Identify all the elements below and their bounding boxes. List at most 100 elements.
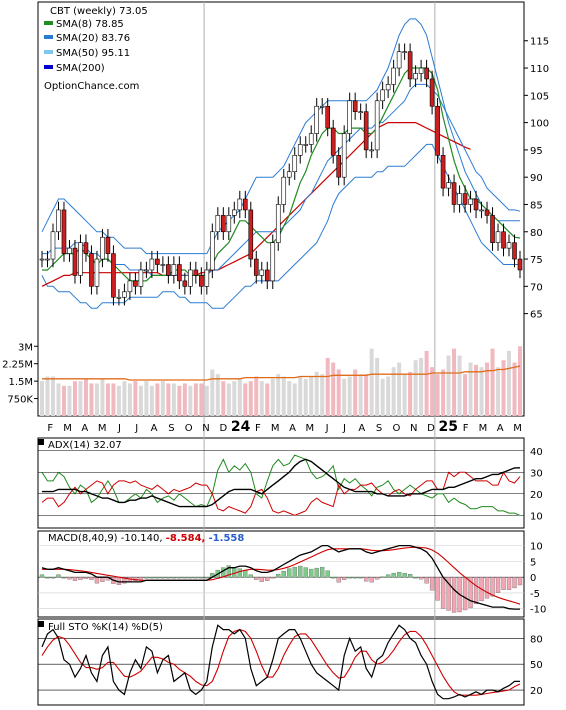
macd-histogram-bar [122,577,127,584]
macd-tick-label: -10 [530,605,546,616]
price-candle [369,149,374,152]
price-candle [484,209,490,216]
volume-bar [61,385,66,416]
price-candle [94,258,100,287]
macd-histogram-bar [182,577,188,579]
macd-histogram-bar [402,572,407,578]
axis-layer: 657075808590951001051101153M2.25M1.5M750… [2,37,549,697]
price-candle [429,78,435,107]
macd-histogram-bar [281,570,286,578]
price-candle [440,155,446,189]
volume-bar [292,383,297,416]
macd-histogram-bar [342,577,347,580]
macd-signal-value: -8.584, [166,533,206,544]
legend-swatch-sma20 [44,35,53,39]
macd-histogram-bar [347,577,352,579]
volume-bar [276,374,281,416]
macd-histogram-bar [193,577,198,579]
macd-tick-label: -5 [530,589,540,600]
macd-histogram-bar [237,568,242,578]
macd-histogram-bar [144,577,149,579]
price-candle [286,171,292,178]
macd-histogram-bar [204,577,209,579]
price-candle [89,253,94,287]
price-tick-label: 95 [530,146,543,157]
macd-histogram-bar [314,567,319,578]
x-tick-label: S [168,423,174,434]
price-candle [78,242,83,276]
macd-histogram-bar [336,577,341,583]
macd-histogram-bar [303,567,308,578]
x-tick-label: D [427,423,435,434]
price-candle [435,105,440,156]
price-candle [45,258,50,261]
price-candle [226,215,232,233]
price-candle [308,133,314,145]
price-candle [517,258,523,271]
vertical-gridlines [203,2,436,705]
price-candle [341,133,347,178]
macd-histogram-bar [265,577,270,581]
price-candle [116,296,122,299]
x-tick-label: A [151,423,158,434]
macd-histogram-bar [67,577,72,580]
volume-bar [127,383,132,416]
x-tick-label: 24 [231,419,251,435]
x-tick-label: M [271,423,280,434]
macd-histogram-bar [61,577,67,579]
volume-bar [160,381,165,416]
x-tick-label: F [47,423,53,434]
macd-histogram-bar [155,577,160,579]
macd-histogram-bar [440,577,446,609]
volume-bar [56,383,61,416]
macd-histogram-bar [45,577,50,579]
price-candle [221,215,226,233]
x-tick-label: N [410,423,417,434]
price-candle [39,258,45,261]
volume-bar [369,348,374,416]
macd-tick-label: 0 [530,573,536,584]
bollinger-upper-line [41,18,520,255]
x-tick-label: S [376,423,382,434]
price-candle [501,231,506,249]
price-candle [270,242,276,282]
watermark: OptionChance.com [44,81,139,92]
macd-histogram-bar [199,577,204,579]
adx-label: ADX(14) 32.07 [48,440,122,451]
macd-histogram-bar [50,577,56,579]
price-candle [407,51,413,80]
volume-bar [386,376,391,416]
legend-swatch-sma200 [44,65,53,69]
macd-histogram-bar [89,577,94,580]
price-candle [490,215,495,243]
volume-bar [479,367,484,416]
macd-histogram-bar [331,577,336,579]
macd-histogram-bar [276,573,281,578]
macd-histogram-bar [473,577,479,605]
legend-sma50: SMA(50) 95.11 [56,48,130,59]
volume-tick-label: 1.5M [8,377,33,388]
price-candle [468,198,473,205]
x-tick-label: J [117,423,121,434]
macd-histogram-bar [418,577,424,580]
volume-bar [281,376,286,416]
price-candle [512,242,517,260]
volume-bar [149,385,154,416]
x-tick-label: F [463,423,469,434]
macd-histogram-bar [78,577,83,580]
volume-bar [265,383,270,416]
price-candle [413,73,418,80]
volume-bar [232,381,237,416]
adx-panel-frame [37,437,525,529]
macd-histogram-bar [484,577,490,599]
price-candle [281,176,287,205]
volume-bar [144,381,149,416]
volume-bar [402,374,407,416]
volume-bar [375,357,380,416]
volume-tick-label: 750K [7,395,33,406]
price-candle [457,193,462,205]
legend: CBT (weekly) 73.05 SMA(8) 78.85 SMA(20) … [44,6,148,92]
volume-bar [314,371,319,416]
volume-bar [474,364,479,416]
